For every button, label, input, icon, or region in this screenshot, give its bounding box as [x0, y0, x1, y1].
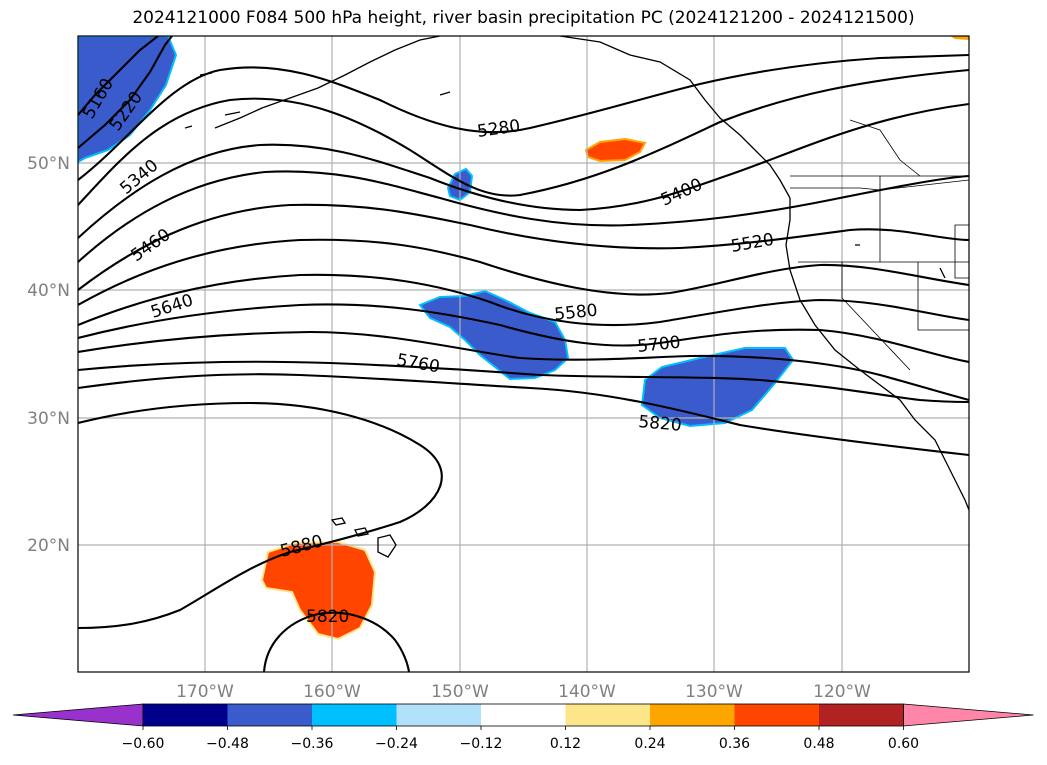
contour-5880: [78, 401, 443, 630]
colorbar-extend-low: [12, 703, 144, 727]
lon-label-160w: 160°W: [303, 682, 361, 702]
lat-label-50n: 50°N: [27, 154, 70, 174]
shade-hawaii-positive: [260, 540, 377, 641]
colorbar-segment: [565, 704, 651, 726]
lat-label-20n: 20°N: [27, 536, 70, 556]
colorbar-tick-label: −0.24: [375, 736, 418, 752]
map-frame: [77, 35, 970, 673]
contour-5220: [78, 36, 173, 149]
clabel-5700: 5700: [636, 333, 681, 357]
lon-label-150w: 150°W: [431, 682, 489, 702]
colorbar-tick-label: 0.12: [550, 736, 581, 752]
shade-140w-51n-positive: [584, 137, 647, 163]
contour-5700: [78, 303, 969, 364]
clabel-5820-mid: 5820: [638, 412, 683, 436]
colorbar-segment: [819, 704, 904, 726]
shade-central-negative: [418, 289, 570, 381]
lon-label-130w: 130°W: [685, 682, 743, 702]
contour-5460: [78, 170, 969, 263]
gulf-alaska-coast: [559, 36, 791, 199]
latitude-labels: 50°N 40°N 30°N 20°N: [27, 154, 70, 556]
lon-label-170w: 170°W: [176, 682, 234, 702]
lat-label-40n: 40°N: [27, 281, 70, 301]
colorbar-extend-high: [903, 703, 1034, 727]
contour-5640: [78, 273, 969, 327]
contour-5340: [78, 68, 969, 206]
contour-5160: [78, 36, 159, 116]
colorbar-segment: [650, 704, 735, 726]
colorbar-segment: [734, 704, 820, 726]
colorbar-tick-label: −0.36: [291, 736, 334, 752]
lon-label-140w: 140°W: [558, 682, 616, 702]
colorbar-segment: [227, 704, 313, 726]
lon-label-120w: 120°W: [813, 682, 871, 702]
colorbar-segment: [312, 704, 397, 726]
colorbar-tick-label: −0.60: [122, 736, 165, 752]
colorbar-segment: [396, 704, 482, 726]
shade-topright-sliver: [950, 36, 969, 40]
gridlines: [78, 36, 969, 672]
colorbar-tick-label: 0.60: [888, 736, 919, 752]
colorbar-tick-label: −0.48: [206, 736, 249, 752]
colorbar-tick-label: 0.24: [634, 736, 665, 752]
colorbar-tick-label: 0.36: [719, 736, 750, 752]
contour-5820-mid: [78, 373, 969, 457]
colorbar-segment: [143, 704, 228, 726]
lat-label-30n: 30°N: [27, 409, 70, 429]
contour-5520: [78, 203, 969, 291]
contour-5760: [78, 330, 969, 402]
clabel-5820-south: 5820: [306, 607, 349, 627]
colorbar: −0.60 −0.48 −0.36 −0.24 −0.12 0.12 0.24 0.36 0.4…: [12, 703, 1034, 752]
map-title: 2024121000 F084 500 hPa height, river ba…: [132, 8, 915, 28]
contour-5280: [78, 53, 969, 181]
colorbar-segment: [481, 704, 566, 726]
borders: [790, 119, 969, 371]
contour-5820-north: [78, 360, 969, 404]
contour-5820-south: [262, 611, 411, 672]
height-contours: [78, 36, 969, 672]
colorbar-tick-label: 0.48: [803, 736, 834, 752]
longitude-labels: 170°W 160°W 150°W 140°W 130°W 120°W: [176, 682, 871, 702]
contour-5580: [78, 238, 969, 306]
contour-5400: [78, 102, 969, 239]
colorbar-tick-label: −0.12: [460, 736, 503, 752]
map-panel: 5160 5220 5280 5340 5400 5460 5520 5580 …: [78, 36, 969, 672]
colorbar-outline: [142, 703, 904, 727]
clabel-5580: 5580: [553, 301, 598, 325]
